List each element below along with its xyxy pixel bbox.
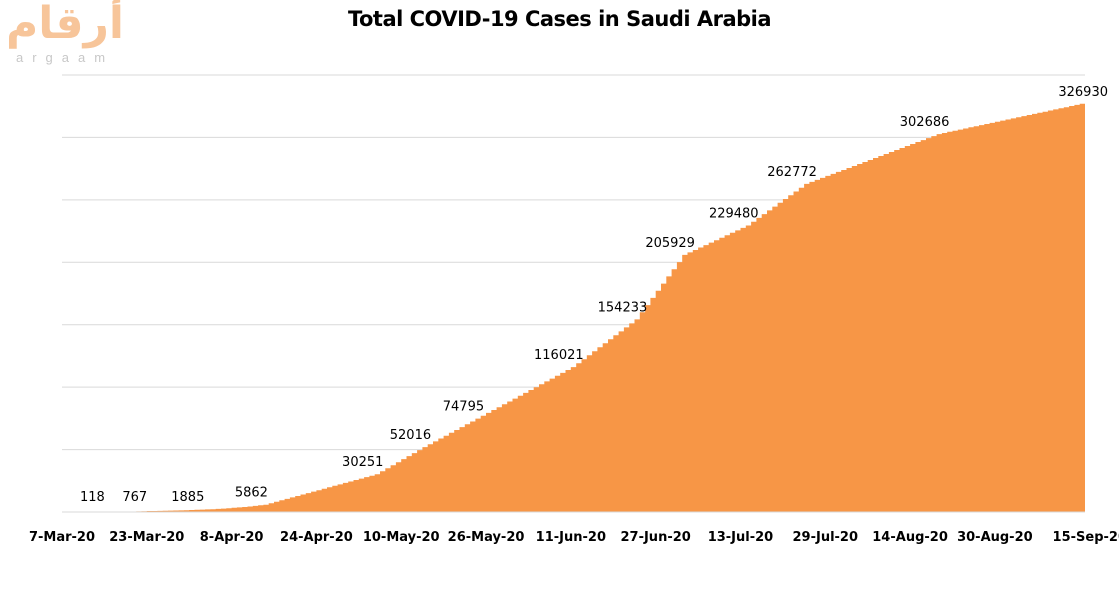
logo-latin: argaam <box>16 50 115 65</box>
data-label: 229480 <box>709 206 759 221</box>
x-tick-label: 27-Jun-20 <box>620 530 690 545</box>
data-label: 767 <box>122 490 147 505</box>
x-tick-label: 15-Sep-20 <box>1053 530 1119 545</box>
argaam-logo: أرقام argaam <box>4 0 150 72</box>
x-tick-label: 26-May-20 <box>448 530 525 545</box>
data-label: 205929 <box>645 236 695 251</box>
data-label: 1885 <box>171 490 204 505</box>
x-tick-label: 29-Jul-20 <box>793 530 859 545</box>
x-tick-label: 14-Aug-20 <box>872 530 948 545</box>
x-tick-label: 13-Jul-20 <box>708 530 774 545</box>
data-label: 154233 <box>598 300 648 315</box>
x-tick-label: 10-May-20 <box>363 530 440 545</box>
data-label: 5862 <box>235 486 268 501</box>
data-label: 52016 <box>390 428 431 443</box>
logo-arabic: أرقام <box>6 0 124 49</box>
data-label: 116021 <box>534 348 584 363</box>
x-tick-label: 8-Apr-20 <box>200 530 264 545</box>
data-label: 74795 <box>443 400 484 415</box>
data-label: 30251 <box>342 455 383 470</box>
data-label: 118 <box>80 490 105 505</box>
data-label: 302686 <box>900 115 950 130</box>
x-tick-label: 24-Apr-20 <box>280 530 353 545</box>
chart-title: Total COVID-19 Cases in Saudi Arabia <box>347 7 772 31</box>
x-tick-label: 23-Mar-20 <box>109 530 184 545</box>
area-series <box>62 103 1085 513</box>
x-tick-label: 30-Aug-20 <box>957 530 1033 545</box>
x-tick-label: 11-Jun-20 <box>536 530 606 545</box>
x-tick-label: 7-Mar-20 <box>29 530 95 545</box>
data-label: 262772 <box>767 165 817 180</box>
data-label: 326930 <box>1058 85 1108 100</box>
